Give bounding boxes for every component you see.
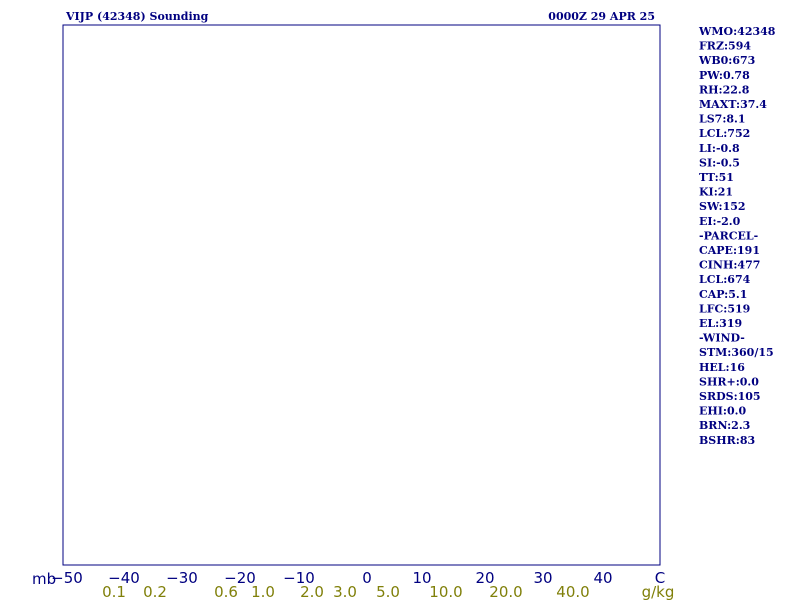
- temperature-tick-label: 40: [593, 569, 612, 587]
- stability-index: SRDS:105: [699, 390, 761, 403]
- temperature-axis: −50 −40 −30 −20 −10 0 10 20 30 40 C: [51, 569, 665, 587]
- stability-index: LCL:752: [699, 127, 750, 140]
- stability-index: EI:-2.0: [699, 215, 741, 228]
- stability-index: BSHR:83: [699, 434, 755, 447]
- mixing-ratio-tick-label: 40.0: [556, 583, 589, 600]
- mixing-ratio-tick-label: g/kg: [642, 583, 675, 600]
- stability-index: WB0:673: [698, 54, 755, 67]
- chart-title-station: VIJP (42348) Sounding: [65, 10, 209, 23]
- mixing-ratio-tick-label: 0.2: [143, 583, 167, 600]
- stability-index: LS7:8.1: [699, 113, 746, 126]
- temperature-tick-label: 10: [412, 569, 431, 587]
- stability-index: EL:319: [699, 317, 742, 330]
- stability-index: CAP:5.1: [699, 288, 747, 301]
- mixing-ratio-tick-label: 10.0: [429, 583, 462, 600]
- stability-index: SHR+:0.0: [699, 375, 759, 388]
- stability-index: BRN:2.3: [699, 419, 750, 432]
- stability-index: FRZ:594: [699, 40, 751, 53]
- stability-index: SI:-0.5: [699, 156, 740, 169]
- stability-index: EHI:0.0: [699, 405, 746, 418]
- mixing-ratio-tick-label: 0.1: [102, 583, 126, 600]
- pressure-unit-label: mb: [32, 570, 56, 588]
- stability-index: LFC:519: [699, 302, 750, 315]
- temperature-tick-label: 30: [533, 569, 552, 587]
- temperature-tick-label: −40: [108, 569, 140, 587]
- stability-index: -PARCEL-: [699, 229, 758, 242]
- stability-index: CINH:477: [699, 259, 760, 272]
- mixing-ratio-tick-label: 2.0: [300, 583, 324, 600]
- stability-index: LCL:674: [699, 273, 751, 286]
- mixing-ratio-axis: 0.1 0.2 0.6 1.0 2.0 3.0 5.0 10.0 20.0 40.0 g/kg: [102, 583, 674, 600]
- stability-index: CAPE:191: [699, 244, 760, 257]
- mixing-ratio-tick-label: 5.0: [376, 583, 400, 600]
- temperature-tick-label: 20: [475, 569, 494, 587]
- stability-index: MAXT:37.4: [699, 98, 767, 111]
- stability-index: WMO:42348: [698, 25, 776, 38]
- stability-index: TT:51: [699, 171, 734, 184]
- mixing-ratio-tick-label: 1.0: [251, 583, 275, 600]
- stability-index: LI:-0.8: [699, 142, 740, 155]
- mixing-ratio-tick-label: 0.6: [214, 583, 238, 600]
- stability-index: -WIND-: [699, 332, 745, 345]
- stability-index: HEL:16: [699, 361, 745, 374]
- chart-title-time: 0000Z 29 APR 25: [548, 10, 655, 23]
- temperature-tick-label: −50: [51, 569, 83, 587]
- temperature-tick-label: −30: [166, 569, 198, 587]
- temperature-tick-label: 0: [362, 569, 372, 587]
- plot-frame: [62, 24, 661, 566]
- stability-index: PW:0.78: [699, 69, 750, 82]
- stability-index: STM:360/15: [699, 346, 774, 359]
- stability-index: RH:22.8: [699, 83, 750, 96]
- mixing-ratio-tick-label: 20.0: [489, 583, 522, 600]
- mixing-ratio-tick-label: 3.0: [333, 583, 357, 600]
- stability-index: SW:152: [699, 200, 746, 213]
- stability-index: KI:21: [699, 186, 733, 199]
- temperature-tick-label: −20: [224, 569, 256, 587]
- temperature-tick-label: −10: [283, 569, 315, 587]
- temperature-tick-label: C: [655, 569, 665, 587]
